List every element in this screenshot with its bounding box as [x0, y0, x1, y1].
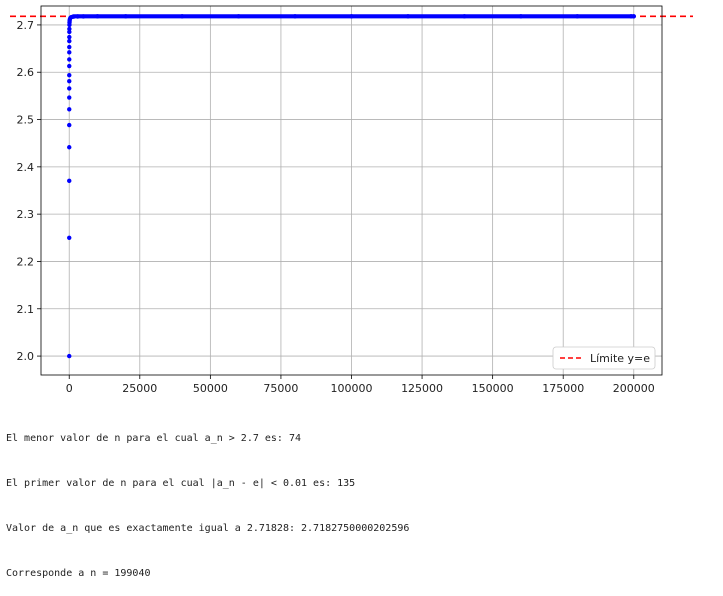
data-point — [67, 353, 72, 359]
console-line-3: Valor de a_n que es exactamente igual a … — [6, 523, 410, 534]
console-output: El menor valor de n para el cual a_n > 2… — [6, 401, 716, 596]
data-points-layer — [67, 14, 636, 359]
data-point — [67, 122, 72, 128]
data-point — [67, 235, 72, 241]
x-tick-label: 0 — [66, 382, 73, 395]
console-line-4: Corresponde a n = 199040 — [6, 568, 151, 579]
console-line-1: El menor valor de n para el cual a_n > 2… — [6, 433, 302, 444]
x-tick-label: 100000 — [331, 382, 373, 395]
data-point — [67, 57, 72, 62]
y-tick-label: 2.6 — [17, 66, 35, 79]
y-tick-label: 2.1 — [17, 303, 35, 316]
data-point — [67, 86, 72, 91]
y-tick-label: 2.4 — [17, 161, 35, 174]
data-point — [67, 107, 72, 112]
x-tick-label: 150000 — [472, 382, 514, 395]
data-point — [67, 63, 72, 69]
data-point — [67, 95, 72, 100]
y-tick-label: 2.2 — [17, 255, 35, 268]
x-tick-label: 125000 — [401, 382, 443, 395]
data-point — [67, 44, 72, 50]
data-point — [67, 178, 72, 184]
y-tick-label: 2.0 — [17, 350, 35, 363]
y-tick-label: 2.3 — [17, 208, 35, 221]
legend-box — [552, 346, 656, 370]
console-line-2: El primer valor de n para el cual |a_n -… — [6, 478, 356, 489]
data-point — [67, 78, 72, 84]
legend-label: Límite y=e — [590, 352, 650, 365]
data-point — [67, 50, 72, 55]
grid-layer — [41, 6, 662, 375]
x-tick-label: 75000 — [263, 382, 298, 395]
data-point — [67, 145, 72, 150]
x-tick-label: 25000 — [122, 382, 157, 395]
scatter-chart: 0 25000 50000 75000 100000 125000 150000 175000… — [10, 5, 693, 395]
chart-svg: 0 25000 50000 75000 100000 125000 150000 175000… — [10, 5, 693, 395]
x-tick-label: 200000 — [613, 382, 655, 395]
y-tick-label: 2.5 — [17, 114, 35, 127]
data-point — [67, 34, 72, 40]
x-tick-label: 175000 — [542, 382, 584, 395]
data-point — [67, 72, 72, 78]
data-point — [67, 38, 72, 44]
data-point — [67, 26, 72, 32]
axis-ticks-layer: 0 25000 50000 75000 100000 125000 150000 175000… — [17, 19, 655, 395]
data-point — [67, 29, 72, 35]
y-tick-label: 2.7 — [17, 19, 35, 32]
x-tick-label: 50000 — [193, 382, 228, 395]
legend: Límite y=e — [552, 346, 656, 370]
